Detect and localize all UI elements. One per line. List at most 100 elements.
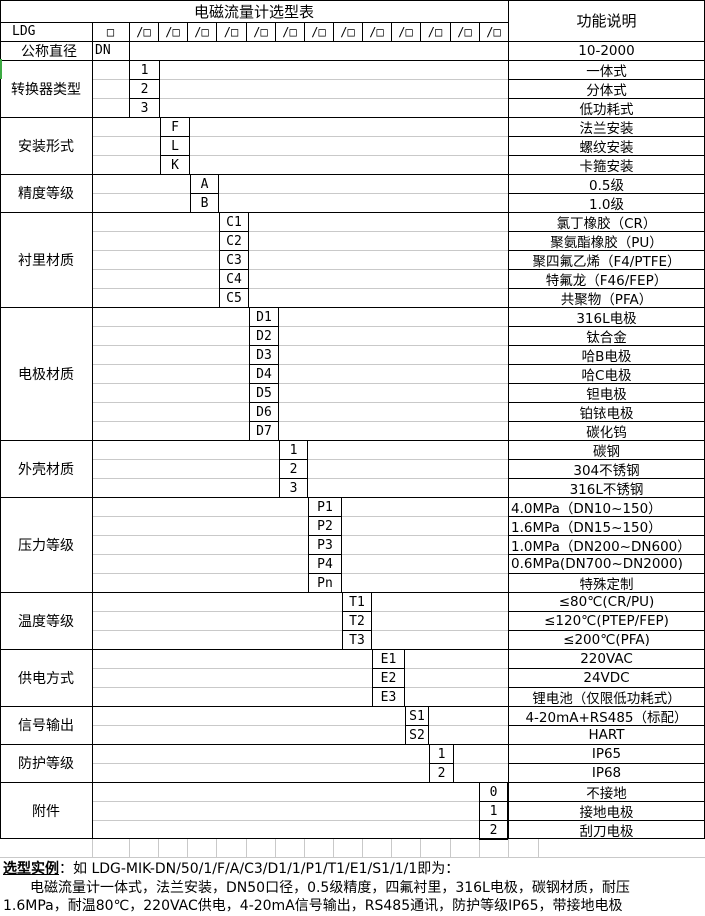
code-box: S1	[405, 706, 429, 726]
code-box: E3	[372, 687, 405, 707]
code-box: 1	[129, 60, 160, 80]
page-title: 电磁流量计选型表	[193, 2, 314, 21]
function-desc-cell: IP65	[591, 745, 622, 762]
function-desc-cell: 法兰安装	[579, 120, 634, 137]
model-box-cell: □	[106, 24, 115, 39]
function-desc-cell: 4-20mA+RS485（标配）	[525, 709, 688, 726]
model-slot-cell: /□	[165, 24, 180, 39]
code-box: K	[160, 155, 190, 175]
function-desc-cell: ≤80℃(CR/PU)	[558, 593, 655, 610]
function-desc-cell: 钛合金	[586, 329, 627, 346]
function-desc-cell: 接地电极	[579, 804, 634, 821]
model-slot-cell: /□	[194, 24, 209, 39]
label-electrode-material: 电极材质	[18, 366, 74, 383]
code-box: 2	[429, 763, 454, 783]
function-desc-cell: IP68	[591, 764, 622, 781]
code-box: 1	[429, 744, 454, 764]
label-accuracy-class: 精度等级	[18, 186, 74, 202]
code-box: F	[160, 117, 190, 137]
code-box: 2	[129, 79, 160, 99]
code-box: C4	[219, 269, 249, 289]
function-desc-cell: 碳钢	[593, 443, 620, 460]
code-box: D1	[249, 307, 279, 327]
function-desc-cell: 0.5级	[589, 177, 624, 194]
model-slot-cell: /□	[340, 24, 355, 39]
code-box: T3	[342, 630, 372, 650]
function-desc-cell: 316L不锈钢	[569, 481, 644, 498]
code-box: C2	[219, 231, 249, 251]
code-box: 2	[279, 459, 308, 479]
model-slot-cell: /□	[223, 24, 239, 39]
function-desc-cell: 聚氨酯橡胶（PU）	[550, 234, 663, 251]
label-converter-type: 转换器类型	[11, 81, 81, 98]
function-desc-cell: 4.0MPa（DN10~150）	[511, 500, 662, 517]
code-box: D3	[249, 345, 279, 365]
function-desc-cell: 刮刀电极	[579, 823, 634, 840]
function-desc-cell: 一体式	[586, 63, 627, 80]
label-power-supply: 供电方式	[18, 670, 74, 687]
example-text-line: 1.6MPa，耐温80℃，220VAC供电，4-20mA信号输出，RS485通讯…	[3, 898, 623, 914]
code-box: D7	[249, 421, 279, 441]
function-desc-cell: 分体式	[586, 82, 627, 99]
label-pressure-rating: 压力等级	[18, 537, 74, 554]
model-slot-cell: /□	[398, 24, 413, 39]
function-desc-cell: 10-2000	[578, 42, 635, 59]
code-box: D4	[249, 364, 279, 384]
code-box: P3	[308, 535, 342, 555]
code-box: A	[190, 174, 219, 194]
code-box: L	[160, 136, 190, 156]
label-temperature-rating: 温度等级	[18, 613, 74, 630]
model-slot-cell: /□	[457, 24, 472, 39]
function-desc-cell: 1.0MPa（DN200~DN600）	[511, 538, 691, 555]
label-housing-material: 外壳材质	[18, 461, 74, 478]
code-box: Pn	[308, 573, 342, 593]
label-signal-output: 信号输出	[18, 718, 74, 734]
model-slot-cell: /□	[136, 24, 151, 39]
example-code: 如 LDG-MIK-DN/50/1/F/A/C3/D1/1/P1/T1/E1/S…	[73, 861, 460, 877]
code-box: 3	[129, 98, 160, 118]
selection-accent	[0, 59, 2, 79]
function-desc-cell: HART	[588, 726, 625, 743]
function-desc-cell: 特殊定制	[579, 576, 634, 593]
function-desc-cell: 钽电极	[586, 386, 627, 403]
function-desc-cell: 哈B电极	[581, 348, 632, 365]
function-desc-cell: 碳化钨	[586, 424, 627, 441]
function-desc-cell: 氯丁橡胶（CR）	[556, 215, 657, 232]
function-desc-cell: 低功耗式	[579, 101, 634, 118]
function-desc-cell: 不接地	[586, 785, 627, 802]
function-desc-cell: 0.6MPa(DN700~DN2000)	[511, 555, 683, 572]
example-separator: ：	[59, 861, 73, 877]
function-desc-cell: 哈C电极	[581, 367, 632, 384]
code-box: T1	[342, 592, 372, 612]
code-box: B	[190, 193, 219, 213]
function-desc-cell: 特氟龙（F46/FEP）	[545, 272, 668, 289]
code-box: P2	[308, 516, 342, 536]
code-box: D5	[249, 383, 279, 403]
code-box: P4	[308, 554, 342, 574]
model-slot-cell: /□	[427, 24, 443, 39]
code-box: 1	[479, 801, 508, 821]
model-slot-cell: /□	[282, 24, 297, 39]
function-desc-cell: ≤200℃(PFA)	[563, 631, 650, 648]
code-box: E2	[372, 668, 405, 688]
model-slot-cell: /□	[253, 24, 268, 39]
code-box: 0	[479, 782, 508, 802]
model-prefix-label: LDG	[12, 24, 36, 39]
function-desc-cell: 共聚物（PFA）	[560, 291, 653, 308]
function-desc-cell: 铂铱电极	[579, 405, 634, 422]
code-box: P1	[308, 497, 342, 517]
model-slot-cell: /□	[369, 24, 384, 39]
code-box: 1	[279, 440, 308, 460]
function-desc-cell: 聚四氟乙烯（F4/PTFE）	[532, 253, 681, 270]
label-liner-material: 衬里材质	[18, 252, 74, 269]
function-desc-cell: 220VAC	[580, 650, 633, 667]
code-box: S2	[405, 725, 429, 745]
code-box: E1	[372, 649, 405, 669]
code-box: D6	[249, 402, 279, 422]
code-box: 2	[479, 820, 508, 840]
label-accessories: 附件	[32, 803, 60, 820]
label-installation-form: 安装形式	[18, 138, 74, 155]
example-heading-line: 选型实例：如 LDG-MIK-DN/50/1/F/A/C3/D1/1/P1/T1…	[0, 860, 705, 878]
example-heading: 选型实例	[3, 861, 59, 877]
